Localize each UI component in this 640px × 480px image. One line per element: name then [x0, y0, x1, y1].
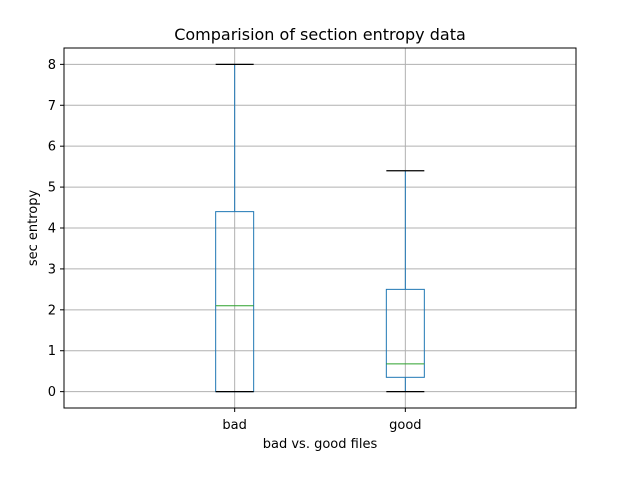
box-bad	[215, 63, 255, 393]
ticks: 0 1 2 3 4 5 6 7 8 bad good	[48, 58, 422, 433]
iqr-box-good	[385, 288, 425, 378]
y-tick-label-0: 0	[48, 385, 56, 400]
box-good	[385, 170, 425, 393]
y-tick-label-5: 5	[48, 181, 56, 196]
x-tick-label-bad: bad	[222, 418, 246, 433]
grid	[64, 48, 576, 408]
y-tick-label-8: 8	[48, 58, 56, 73]
chart-title: Comparision of section entropy data	[174, 25, 466, 44]
y-tick-label-7: 7	[48, 99, 56, 114]
y-tick-label-1: 1	[48, 344, 56, 359]
boxes	[215, 63, 425, 393]
y-tick-label-3: 3	[48, 262, 56, 277]
y-tick-label-4: 4	[48, 222, 56, 237]
y-tick-label-6: 6	[48, 140, 56, 155]
x-axis-label: bad vs. good files	[263, 437, 378, 452]
y-axis-label: sec entropy	[26, 190, 41, 267]
x-tick-label-good: good	[389, 418, 421, 433]
y-tick-label-2: 2	[48, 303, 56, 318]
